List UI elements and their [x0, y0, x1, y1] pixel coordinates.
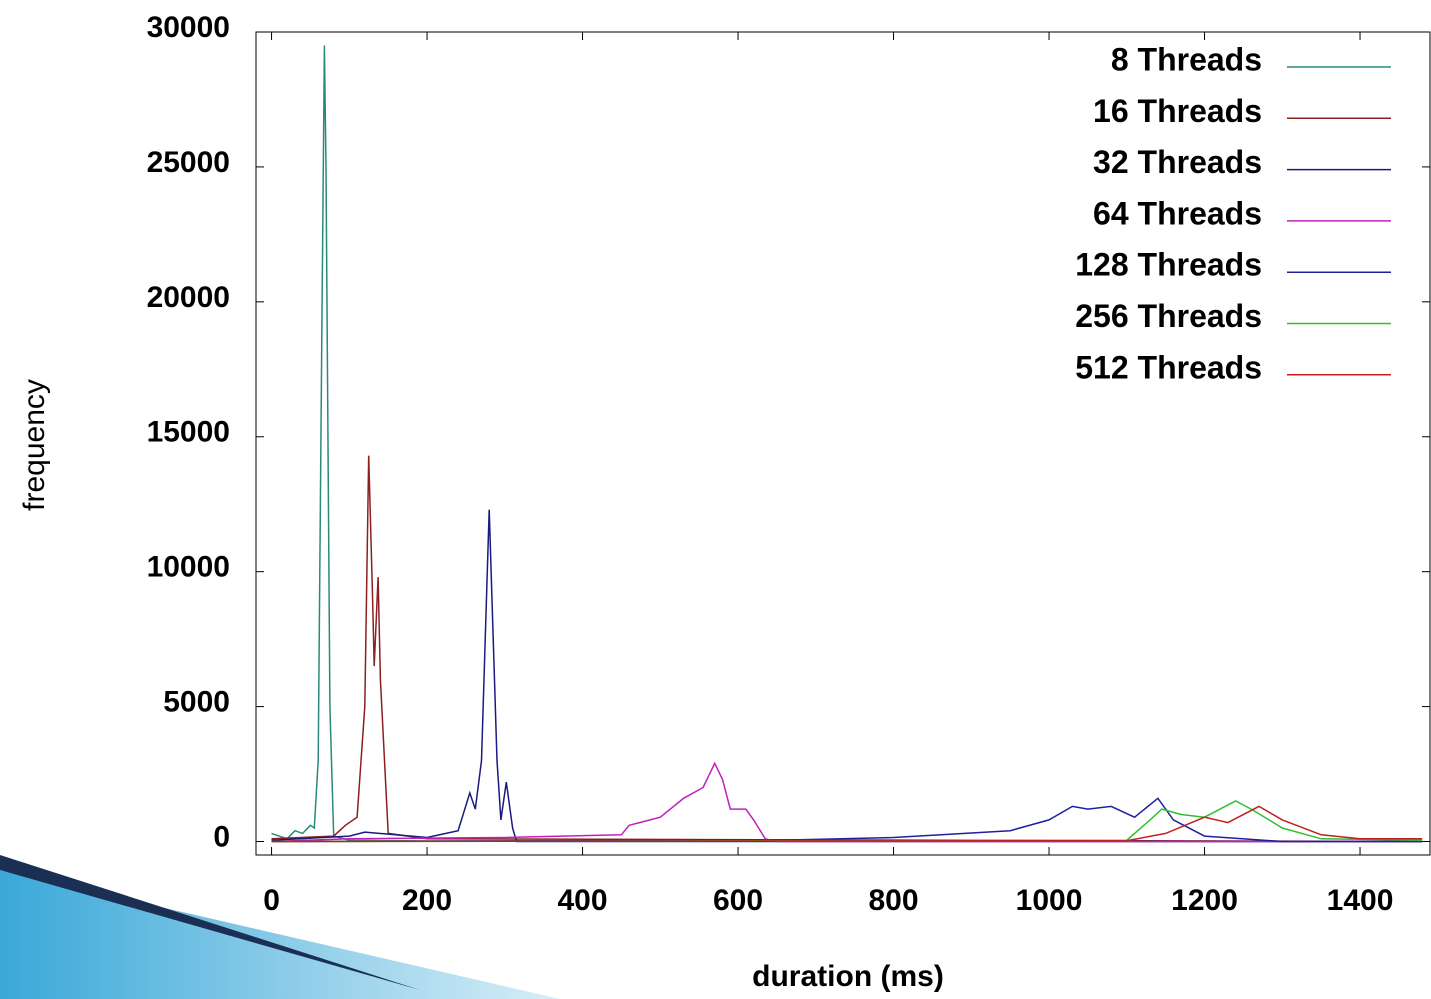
x-tick-label: 1000: [1016, 884, 1083, 917]
y-tick-label: 0: [213, 820, 230, 853]
series-line: [271, 800, 1423, 843]
y-tick-label: 20000: [147, 281, 230, 314]
legend-label: 256 Threads: [1075, 298, 1262, 334]
x-tick-label: 200: [402, 884, 452, 917]
x-tick-label: 1200: [1171, 884, 1238, 917]
y-tick-label: 25000: [147, 146, 230, 179]
y-tick-label: 5000: [163, 686, 230, 719]
legend-label: 16 Threads: [1093, 93, 1262, 129]
plot-frame: [255, 31, 1431, 856]
slide-decoration-edge: [0, 855, 420, 990]
legend-label: 32 Threads: [1093, 144, 1262, 180]
series-line: [271, 805, 1423, 843]
x-tick-label: 800: [869, 884, 919, 917]
legend-label: 8 Threads: [1111, 41, 1262, 77]
y-axis-label: frequency: [18, 379, 51, 511]
x-tick-label: 0: [263, 884, 280, 917]
y-tick-label: 30000: [147, 11, 230, 44]
series-line: [271, 797, 1423, 843]
legend-label: 64 Threads: [1093, 195, 1262, 231]
y-tick-label: 15000: [147, 416, 230, 449]
legend-label: 512 Threads: [1075, 349, 1262, 385]
y-tick-label: 10000: [147, 551, 230, 584]
series-line: [271, 455, 1423, 843]
series-line: [271, 509, 1423, 843]
x-tick-label: 600: [713, 884, 763, 917]
series-line: [271, 761, 1423, 843]
x-tick-label: 1400: [1327, 884, 1394, 917]
x-tick-label: 400: [558, 884, 608, 917]
x-axis-label: duration (ms): [752, 960, 944, 993]
legend-label: 128 Threads: [1075, 247, 1262, 283]
